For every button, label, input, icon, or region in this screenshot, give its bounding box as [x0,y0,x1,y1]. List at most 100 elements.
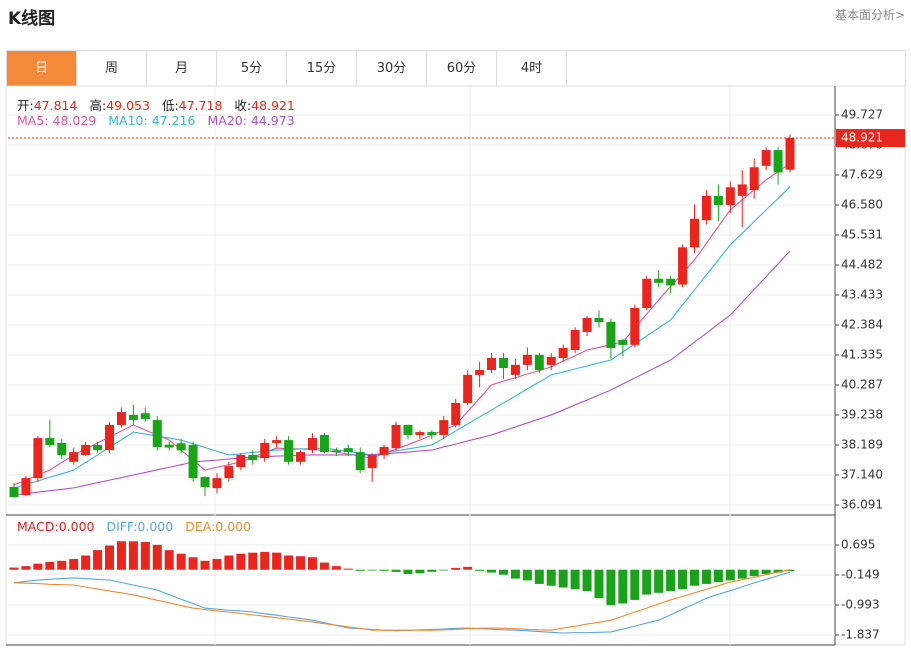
candle-body [355,452,365,471]
candle-body [749,167,759,191]
candle-body [594,317,604,322]
macd-bar [737,569,747,579]
candle-body [415,432,425,435]
candle-body [9,487,19,498]
macd-bar [212,559,222,570]
last-price-label: 48.921 [841,131,883,145]
macd-bar [284,555,294,570]
y-tick-label: -1.837 [841,628,880,642]
macd-bar [546,569,556,586]
candle-body [81,444,91,455]
indicator-line [13,186,791,489]
macd-bar [21,566,31,570]
candle-body [224,466,234,479]
indicator-line [13,569,791,631]
candle-body [666,278,676,286]
period-tab[interactable]: 周 [77,51,147,86]
macd-bar [475,569,485,571]
macd-bar [510,569,520,579]
macd-bar [69,559,79,570]
candle-body [152,420,162,447]
y-tick-label: 45.531 [841,228,883,242]
macd-bar [761,569,771,574]
candle-body [570,329,580,351]
macd-bar [33,563,43,570]
y-tick-label: 38.189 [841,437,883,451]
legend-value: 0.000 [58,519,95,534]
macd-bar [248,552,258,570]
macd-bar [642,569,652,595]
period-tab[interactable]: 5分 [217,51,287,86]
candle-body [558,348,568,359]
candle-body [307,438,317,451]
y-tick-label: 49.727 [841,107,883,121]
legend-value: 44.973 [250,113,295,128]
candle-body [630,307,640,345]
macd-bar [403,569,413,574]
period-tab[interactable]: 15分 [287,51,357,86]
candle-body [140,413,150,419]
period-tab[interactable]: 60分 [427,51,497,86]
macd-bar [678,569,688,590]
candle-body [367,454,377,469]
macd-bar [606,569,616,606]
ohlc-info: 开:47.814 高:49.053 低:47.718 收:48.921 [17,95,307,114]
macd-bar [188,557,198,570]
candle-body [45,438,55,445]
fundamental-link[interactable]: 基本面分析> [834,8,905,22]
candle-body [343,448,353,453]
candle-body [678,247,688,285]
period-tab[interactable]: 4时 [497,51,567,86]
info-value: 48.921 [251,98,295,113]
candle-body [403,424,413,435]
candle-body [701,195,711,221]
period-tab[interactable]: 日 [7,51,77,86]
candle-body [93,444,103,451]
candle-body [773,150,783,173]
candle-body [248,454,258,461]
candle-body [510,364,520,375]
macd-bar [391,569,401,572]
y-tick-label: 42.384 [841,318,883,332]
legend-label: MACD: [17,519,59,534]
candle-body [116,412,126,425]
macd-bar [272,552,282,570]
period-tab[interactable]: 月 [147,51,217,86]
legend-value: 47.216 [151,113,196,128]
macd-bar [534,569,544,584]
candle-body [260,442,270,459]
macd-bar [522,569,532,581]
macd-bar [773,569,783,573]
candle-body [21,478,31,496]
candle-body [463,374,473,403]
candle-body [761,150,771,166]
candle-body [57,442,67,455]
candle-body [212,478,222,489]
candle-body [128,414,138,421]
macd-bar [93,550,103,570]
candle-body [391,424,401,449]
candle-body [689,218,699,248]
candle-body [188,444,198,479]
y-tick-label: 43.433 [841,288,883,302]
candle-body [451,402,461,425]
legend-value: 0.000 [137,519,174,534]
page-title: K线图 [8,9,56,29]
macd-bar [415,569,425,574]
macd-bar [570,569,580,590]
candle-body [272,440,282,443]
macd-bar [200,560,210,570]
candle-body [785,138,795,170]
info-label: 低: [161,98,179,113]
macd-bar [701,569,711,584]
candle-body [487,358,497,371]
period-tab[interactable]: 30分 [357,51,427,86]
candle-body [379,446,389,455]
macd-bar [81,555,91,570]
ma-legend: MA5: 48.029 MA10: 47.216 MA20: 44.973 [17,113,307,128]
indicator-line [13,163,791,486]
macd-bar [582,569,592,592]
candle-body [713,195,723,206]
